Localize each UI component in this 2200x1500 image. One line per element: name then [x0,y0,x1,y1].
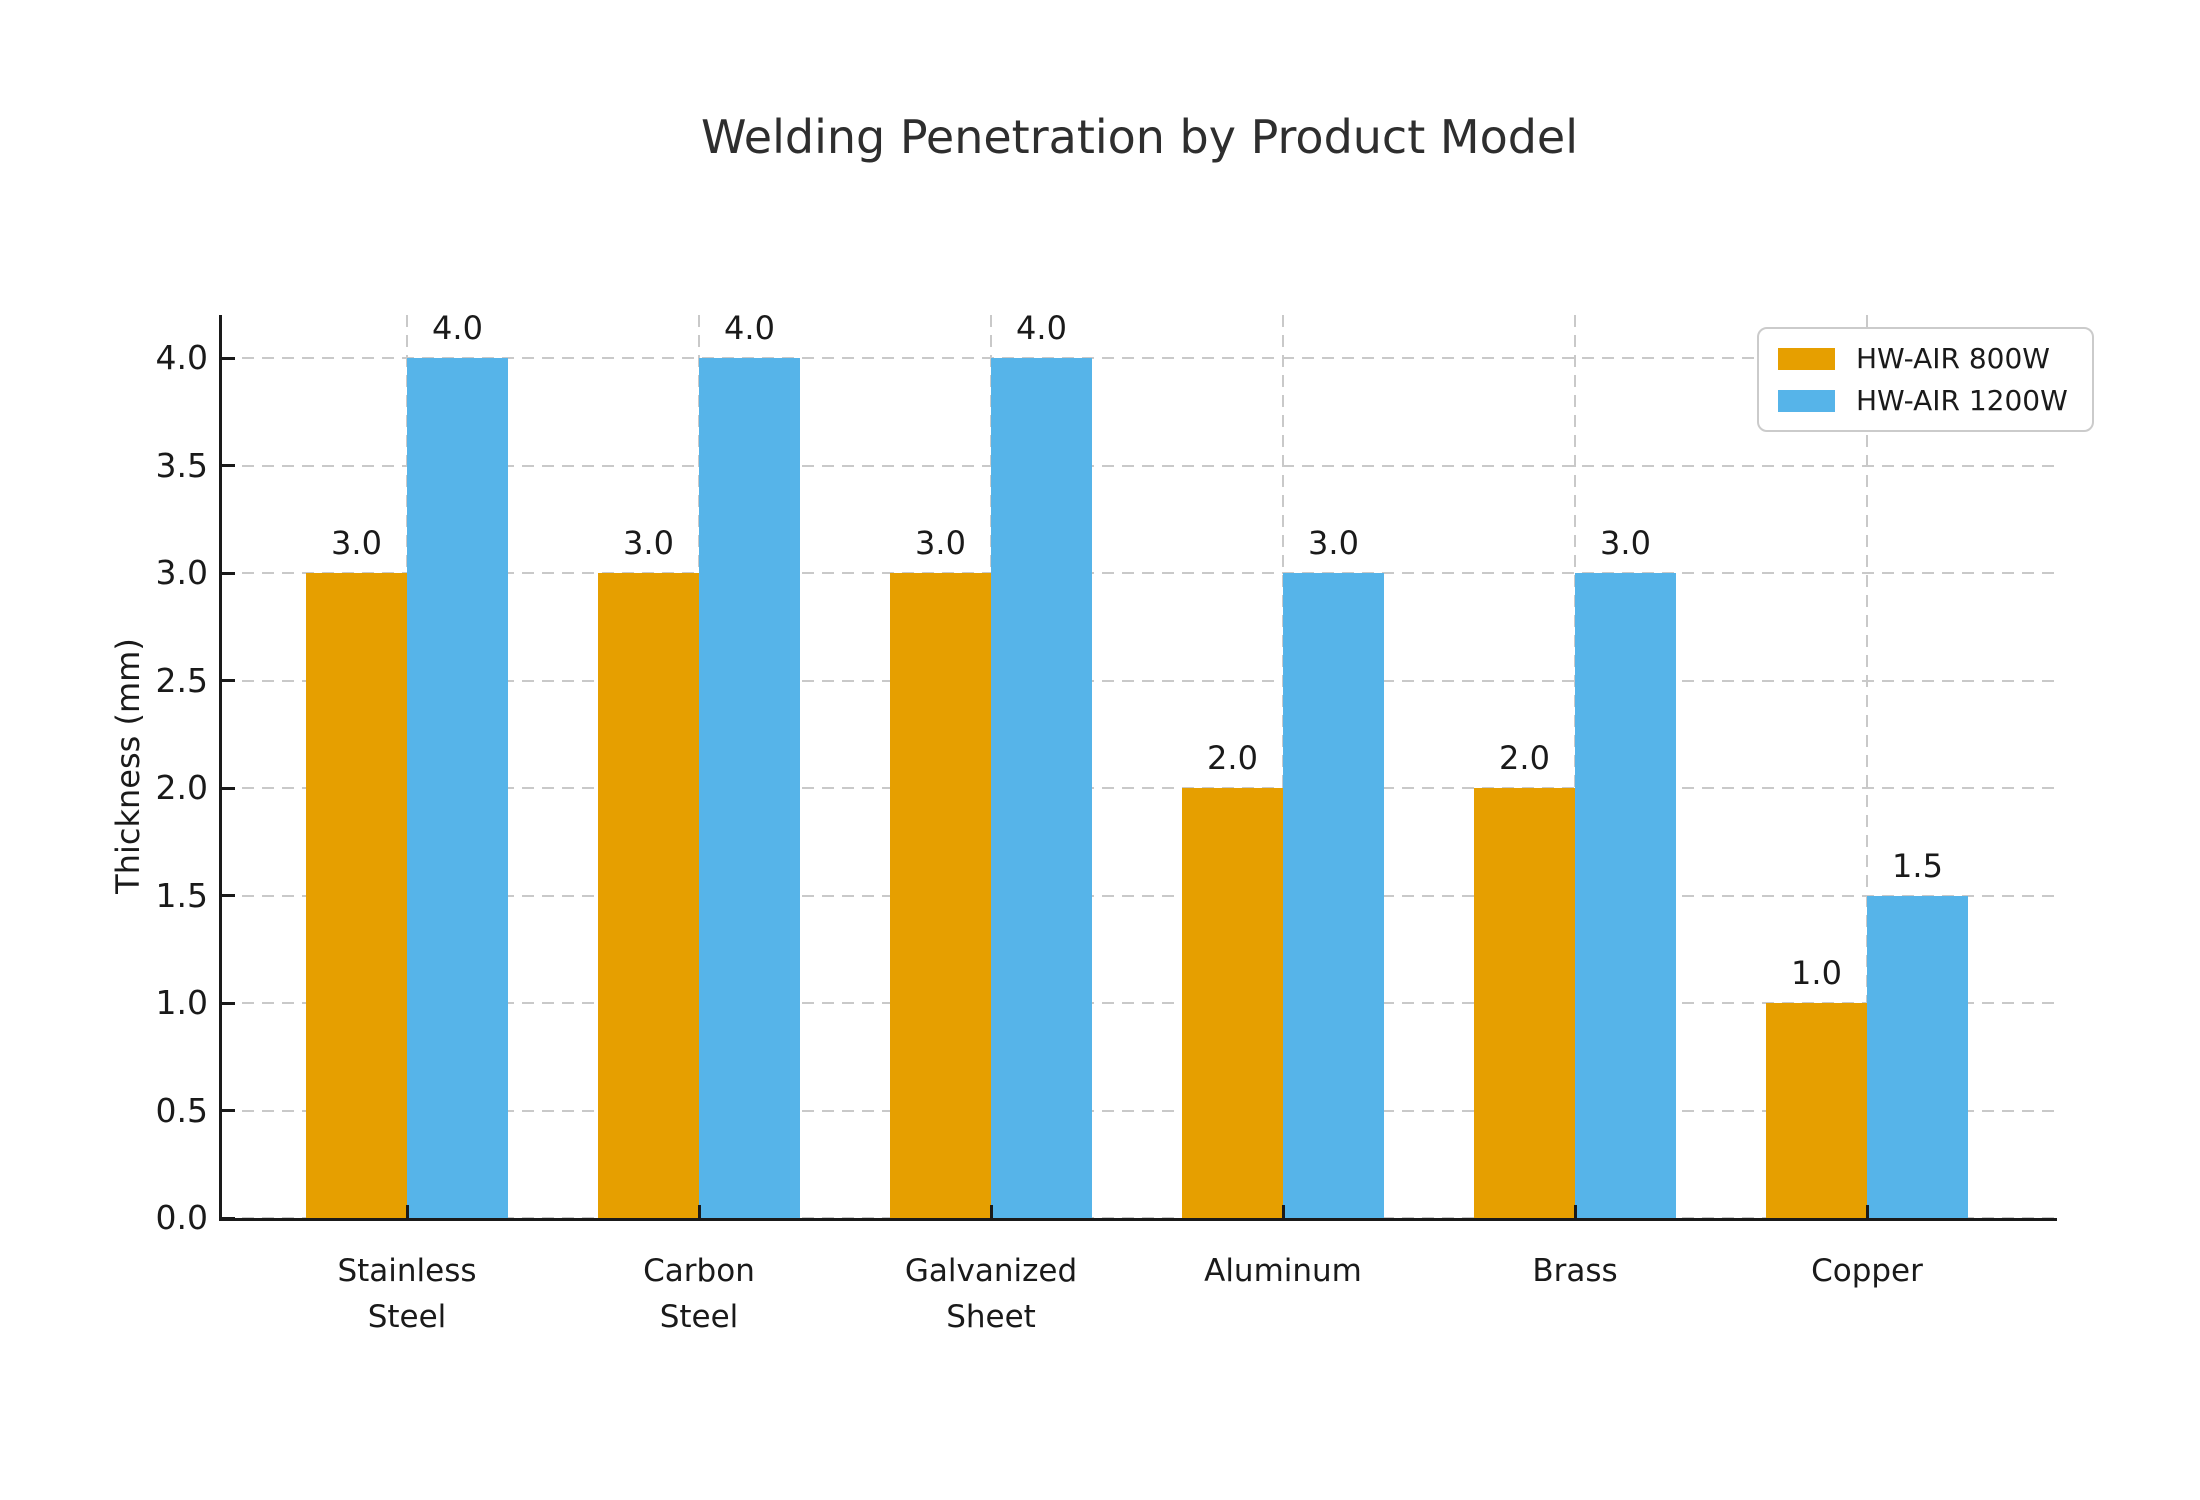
x-axis-tick [989,1205,993,1218]
gridline-horizontal [222,1109,2057,1112]
y-axis-tick [222,571,235,575]
bar-value-label: 1.0 [1791,954,1842,992]
gridline-horizontal [222,679,2057,682]
y-tick-label: 3.5 [155,445,208,485]
bar [890,573,991,1218]
gridline-horizontal [222,787,2057,789]
x-tick-label: Copper [1811,1253,1923,1289]
x-tick-label: Stainless Steel [337,1253,477,1335]
bar [991,358,1092,1218]
bar-value-label: 3.0 [1308,524,1359,562]
legend-label: HW-AIR 1200W [1856,384,2068,417]
gridline-vertical [1866,315,1868,1218]
gridline-horizontal [222,1002,2057,1004]
bar [1182,788,1283,1218]
x-axis-spine [219,1218,2057,1221]
bar-value-label: 2.0 [1499,739,1550,777]
bar [1867,895,1968,1218]
bar-value-label: 4.0 [1016,309,1067,347]
plot-area: 3.0 3.0 3.0 2.0 2.0 1.0 4.0 4.0 4.0 3.0 3.0 1.5 [219,309,2057,1221]
x-axis-tick [405,1205,409,1218]
bar-value-label: 3.0 [915,524,966,562]
legend-swatch [1778,347,1835,370]
bar [1283,573,1384,1218]
bar [1575,573,1676,1218]
x-tick-label: Brass [1532,1253,1618,1289]
chart-title: Welding Penetration by Product Model [701,110,1578,164]
y-axis-tick [222,786,235,790]
bar [699,358,800,1218]
y-tick-label: 2.0 [155,768,208,807]
bar-value-label: 3.0 [331,524,382,562]
gridline-horizontal [222,357,2057,359]
bar [1766,1003,1867,1218]
bar-value-label: 2.0 [1207,739,1258,777]
y-axis-tick [222,1001,235,1005]
y-axis-tick [222,464,235,467]
y-axis-tick [222,356,235,360]
y-axis-tick [222,679,235,682]
bar-value-label: 1.5 [1892,846,1943,885]
bar [306,573,407,1218]
x-axis-tick [1573,1205,1577,1218]
y-tick-label: 0.5 [155,1090,208,1130]
y-tick-label: 0.0 [155,1198,208,1237]
y-axis-tick [222,1109,235,1112]
bar-value-label: 3.0 [623,524,674,562]
x-tick-label: Galvanized Sheet [904,1253,1078,1335]
legend: HW-AIR 800W HW-AIR 1200W [1757,327,2094,432]
legend-swatch [1778,389,1835,412]
x-tick-label: Carbon Steel [643,1253,755,1335]
gridline-horizontal [222,894,2057,897]
x-axis-tick [1865,1205,1869,1218]
bar-value-label: 4.0 [432,309,483,347]
bar-value-label: 3.0 [1600,524,1651,562]
y-tick-label: 3.0 [155,553,208,592]
bar [1474,788,1575,1218]
y-tick-label: 1.0 [155,983,208,1022]
x-axis-tick [1281,1205,1285,1218]
y-tick-label: 1.5 [155,875,208,915]
bar [407,358,508,1218]
legend-label: HW-AIR 800W [1856,342,2050,375]
y-tick-label: 2.5 [155,660,208,700]
legend-row: HW-AIR 800W [1778,342,2068,375]
y-axis-tick [222,1216,235,1220]
legend-row: HW-AIR 1200W [1778,384,2068,417]
y-tick-label: 4.0 [155,338,208,377]
bar [598,573,699,1218]
x-axis-tick [697,1205,701,1218]
y-axis-spine [219,315,222,1218]
gridline-horizontal [222,572,2057,574]
y-axis-tick [222,894,235,897]
bar-value-label: 4.0 [724,309,775,347]
gridline-horizontal [222,464,2057,467]
x-tick-label: Aluminum [1204,1253,1362,1289]
